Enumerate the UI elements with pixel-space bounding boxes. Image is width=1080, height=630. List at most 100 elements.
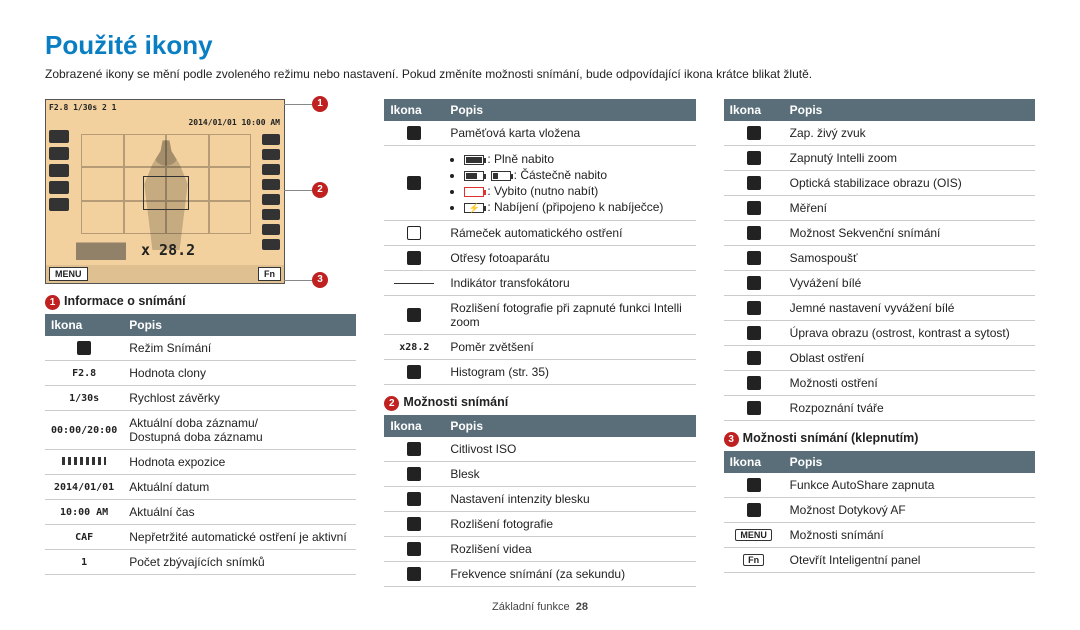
table-row: Oblast ostření [724,346,1035,371]
desc-cell: Aktuální čas [123,500,356,525]
table-row: Citlivost ISO [384,437,695,462]
icon-cell: F2.8 [45,361,123,386]
desc-cell: Indikátor transfokátoru [444,271,695,296]
desc-cell: Frekvence snímání (za sekundu) [444,562,695,587]
icon-cell [384,271,444,296]
icon-cell [724,171,784,196]
desc-cell: Optická stabilizace obrazu (OIS) [784,171,1035,196]
callout-3: 3 [312,272,328,288]
section-3-title: 3Možnosti snímání (klepnutím) [724,431,1035,447]
icon-cell [384,296,444,335]
table-row: Rozpoznání tváře [724,396,1035,421]
table-row: 00:00/20:00 Aktuální doba záznamu/Dostup… [45,411,356,450]
desc-cell: Aktuální doba záznamu/Dostupná doba zázn… [123,411,356,450]
desc-cell: Vyvážení bílé [784,271,1035,296]
icon-cell [724,473,784,498]
desc-cell: Nepřetržité automatické ostření je aktiv… [123,525,356,550]
table-row: F2.8 Hodnota clony [45,361,356,386]
icon-cell [724,196,784,221]
desc-cell: Rozpoznání tváře [784,396,1035,421]
table-row: MENU Možnosti snímání [724,523,1035,548]
page-title: Použité ikony [45,30,1035,61]
desc-cell: Funkce AutoShare zapnuta [784,473,1035,498]
table-row: Jemné nastavení vyvážení bílé [724,296,1035,321]
desc-cell: Histogram (str. 35) [444,360,695,385]
desc-cell: Zapnutý Intelli zoom [784,146,1035,171]
desc-cell: Hodnota expozice [123,450,356,475]
table-row: Úprava obrazu (ostrost, kontrast a sytos… [724,321,1035,346]
table-col2b: IkonaPopis Citlivost ISO Blesk Nastavení… [384,415,695,587]
table-row: Funkce AutoShare zapnuta [724,473,1035,498]
table-row: Paměťová karta vložena [384,121,695,146]
table-row: 1 Počet zbývajících snímků [45,550,356,575]
icon-cell [384,437,444,462]
intro-text: Zobrazené ikony se mění podle zvoleného … [45,67,1035,81]
desc-cell: Otřesy fotoaparátu [444,246,695,271]
desc-cell: Počet zbývajících snímků [123,550,356,575]
table-row: Fn Otevřít Inteligentní panel [724,548,1035,573]
desc-cell: Nastavení intenzity blesku [444,487,695,512]
icon-cell: MENU [724,523,784,548]
icon-cell [384,146,444,221]
table-row: Rozlišení videa [384,537,695,562]
table-row: Zap. živý zvuk [724,121,1035,146]
desc-cell: Možnosti snímání [784,523,1035,548]
table-row: Možnost Sekvenční snímání [724,221,1035,246]
table-row: Blesk [384,462,695,487]
icon-cell [724,271,784,296]
desc-cell: Úprava obrazu (ostrost, kontrast a sytos… [784,321,1035,346]
desc-cell: Možnost Sekvenční snímání [784,221,1035,246]
preview-menu-key: MENU [49,267,88,281]
icon-cell: 10:00 AM [45,500,123,525]
table-row: Optická stabilizace obrazu (OIS) [724,171,1035,196]
table-row: Rozlišení fotografie při zapnuté funkci … [384,296,695,335]
table-row: Nastavení intenzity blesku [384,487,695,512]
desc-cell: Aktuální datum [123,475,356,500]
table-col3a: IkonaPopis Zap. živý zvuk Zapnutý Intell… [724,99,1035,421]
table-row: Samospoušť [724,246,1035,271]
table-col2a: IkonaPopis Paměťová karta vložena : Plně… [384,99,695,385]
desc-cell: Poměr zvětšení [444,335,695,360]
page-footer: Základní funkce 28 [45,601,1035,613]
desc-cell: Měření [784,196,1035,221]
desc-cell: Rozlišení fotografie [444,512,695,537]
icon-cell [384,221,444,246]
desc-cell: Režim Snímání [123,336,356,361]
table-row: x28.2 Poměr zvětšení [384,335,695,360]
desc-cell: Samospoušť [784,246,1035,271]
icon-cell [724,371,784,396]
desc-cell: Rozlišení fotografie při zapnuté funkci … [444,296,695,335]
icon-cell [384,512,444,537]
preview-zoom: x 28.2 [141,241,195,259]
callout-1: 1 [312,96,328,112]
table-row: Rozlišení fotografie [384,512,695,537]
desc-cell: Blesk [444,462,695,487]
icon-cell [384,562,444,587]
icon-cell [384,462,444,487]
icon-cell: 2014/01/01 [45,475,123,500]
camera-preview: F2.8 1/30s 2 1 2014/01/01 10:00 AM x 28.… [45,99,285,284]
desc-cell: Jemné nastavení vyvážení bílé [784,296,1035,321]
table-row: Vyvážení bílé [724,271,1035,296]
table-col1: IkonaPopis Režim SnímáníF2.8 Hodnota clo… [45,314,356,575]
icon-cell [724,396,784,421]
table-row: Možnosti ostření [724,371,1035,396]
icon-cell [724,296,784,321]
table-row: Režim Snímání [45,336,356,361]
icon-cell [384,487,444,512]
table-row: 1/30s Rychlost závěrky [45,386,356,411]
preview-top-status: F2.8 1/30s 2 1 [49,103,281,117]
table-row: Hodnota expozice [45,450,356,475]
desc-cell: : Plně nabito : Částečně nabito : Vybito… [444,146,695,221]
table-row: 2014/01/01 Aktuální datum [45,475,356,500]
table-row: Indikátor transfokátoru [384,271,695,296]
icon-cell [384,360,444,385]
icon-cell: x28.2 [384,335,444,360]
table-row: Histogram (str. 35) [384,360,695,385]
table-row: : Plně nabito : Částečně nabito : Vybito… [384,146,695,221]
desc-cell: Možnost Dotykový AF [784,498,1035,523]
icon-cell [45,450,123,475]
icon-cell [724,246,784,271]
section-1-title: 1Informace o snímání [45,294,356,310]
icon-cell: 00:00/20:00 [45,411,123,450]
